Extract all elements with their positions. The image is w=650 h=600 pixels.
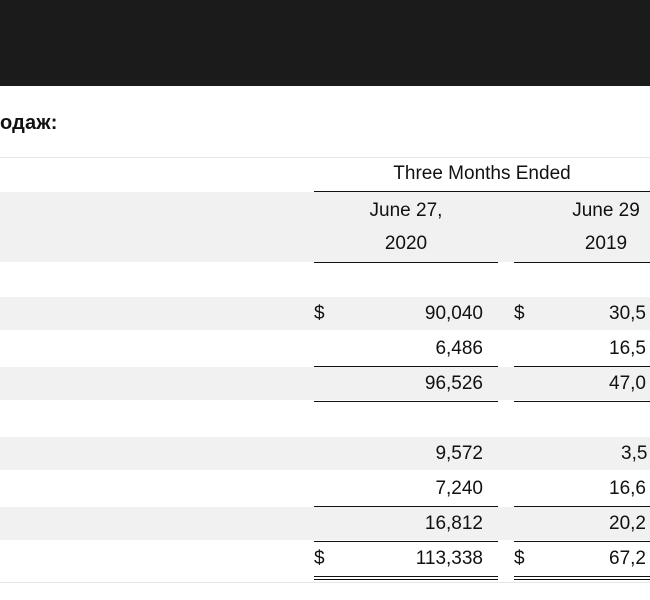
table-cell: 20,2 [609, 513, 646, 534]
table-cell: 3,5 [621, 443, 648, 464]
subtotal-line [514, 506, 650, 507]
row-band [0, 367, 650, 400]
table-cell: 30,5 [609, 303, 646, 324]
total-line [514, 541, 650, 542]
table-cell: 16,6 [609, 478, 646, 499]
table-cell: 113,338 [415, 548, 483, 569]
row-separator [0, 582, 650, 583]
col2-header-date: June 29 [572, 200, 640, 221]
header-underline [314, 191, 650, 192]
total-line [514, 401, 650, 402]
row-band [0, 297, 650, 330]
subtotal-line [514, 366, 650, 367]
table-cell: 6,486 [435, 338, 483, 359]
table-cell: 16,5 [609, 338, 646, 359]
row-band [0, 437, 650, 470]
header-band [0, 192, 650, 262]
table-cell: 7,240 [435, 478, 483, 499]
table-cell: 67,2 [609, 548, 646, 569]
double-underline-top [514, 576, 650, 577]
row-separator [0, 157, 650, 158]
double-underline-top [314, 576, 498, 577]
currency-symbol: $ [314, 303, 325, 324]
table-cell: 90,040 [424, 303, 483, 324]
top-bar [0, 0, 650, 86]
table-cell: 16,812 [424, 513, 483, 534]
double-underline-bottom [314, 579, 498, 580]
col1-header-year: 2020 [384, 233, 428, 254]
col1-header-date: June 27, [369, 200, 443, 221]
currency-symbol: $ [314, 548, 325, 569]
total-line [314, 541, 498, 542]
period-header: Three Months Ended [393, 163, 571, 184]
col1-header-underline [314, 262, 498, 263]
subtotal-line [314, 366, 498, 367]
row-band [0, 507, 650, 540]
col2-header-year: 2019 [584, 233, 628, 254]
col2-header-underline [514, 262, 650, 263]
currency-symbol: $ [514, 303, 525, 324]
subtotal-line [314, 506, 498, 507]
table-cell: 9,572 [435, 443, 483, 464]
table-cell: 96,526 [424, 373, 483, 394]
section-heading: одаж: [0, 112, 58, 134]
double-underline-bottom [514, 579, 650, 580]
currency-symbol: $ [514, 548, 525, 569]
total-line [314, 401, 498, 402]
table-cell: 47,0 [609, 373, 646, 394]
